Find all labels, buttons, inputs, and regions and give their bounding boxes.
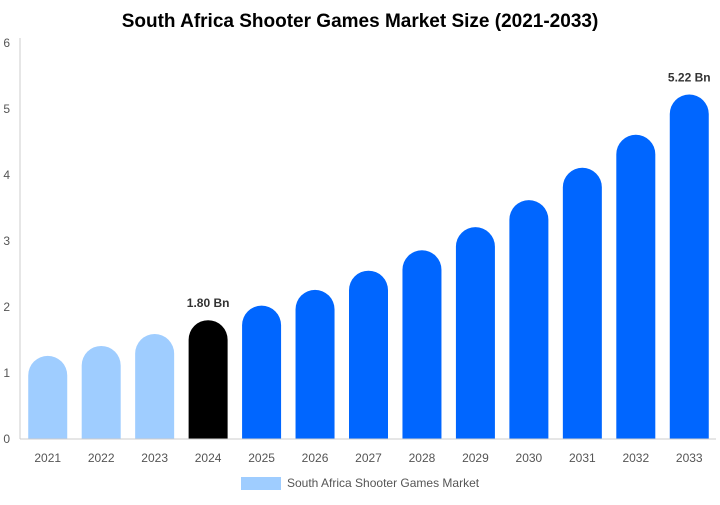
bar-2033[interactable] [669, 94, 709, 439]
chart-title: South Africa Shooter Games Market Size (… [122, 11, 599, 32]
y-tick-label: 1 [3, 366, 10, 380]
bar-2032[interactable] [616, 134, 656, 440]
y-tick-label: 4 [3, 168, 10, 182]
x-tick-label: 2031 [569, 451, 596, 465]
x-tick-label: 2021 [34, 451, 61, 465]
bar-2021[interactable] [28, 355, 68, 439]
x-tick-label: 2028 [409, 451, 436, 465]
x-tick-label: 2029 [462, 451, 489, 465]
x-tick-label: 2026 [302, 451, 329, 465]
x-tick-label: 2032 [622, 451, 649, 465]
bar-2030[interactable] [509, 200, 549, 439]
y-tick-label: 3 [3, 234, 10, 248]
y-axis: 0 1 2 3 4 5 6 [3, 36, 21, 446]
bar-2028[interactable] [402, 250, 442, 439]
x-tick-label: 2025 [248, 451, 275, 465]
bar-2029[interactable] [455, 227, 495, 439]
bar-2027[interactable] [349, 270, 388, 439]
bar-2024[interactable] [188, 320, 228, 439]
y-tick-label: 0 [3, 432, 10, 446]
legend-swatch [241, 477, 281, 490]
bar-2031[interactable] [562, 167, 602, 440]
data-label-2033: 5.22 Bn [668, 70, 711, 84]
x-tick-label: 2030 [516, 451, 543, 465]
x-tick-label: 2023 [141, 451, 168, 465]
x-tick-label: 2024 [195, 451, 222, 465]
bar-2022[interactable] [81, 345, 121, 439]
bars: 1.80 Bn 5.22 Bn [28, 70, 711, 440]
bar-2023[interactable] [135, 334, 175, 439]
y-tick-label: 6 [3, 36, 10, 50]
y-tick-label: 2 [3, 300, 10, 314]
bar-2025[interactable] [242, 305, 282, 439]
x-tick-label: 2033 [676, 451, 703, 465]
x-tick-label: 2027 [355, 451, 382, 465]
x-tick-label: 2022 [88, 451, 115, 465]
data-label-2024: 1.80 Bn [187, 296, 230, 310]
y-tick-label: 5 [3, 102, 10, 116]
bar-2026[interactable] [295, 289, 335, 439]
legend-label: South Africa Shooter Games Market [287, 476, 480, 490]
legend[interactable]: South Africa Shooter Games Market [241, 476, 480, 490]
x-axis: 2021 2022 2023 2024 2025 2026 2027 2028 2029 2030… [20, 438, 716, 465]
